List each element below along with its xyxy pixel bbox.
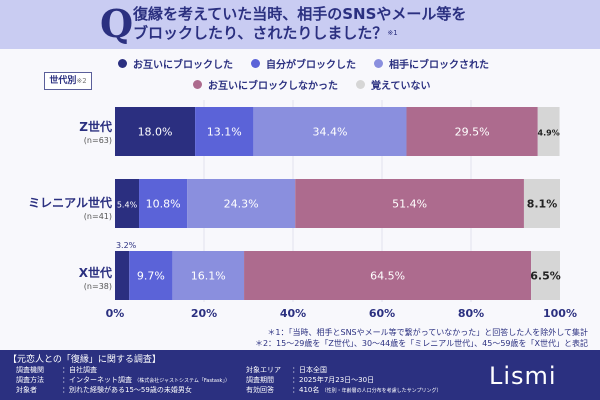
bar-value-label: 13.1%: [207, 126, 242, 139]
info-small: （性別・年齢層の人口分布を考慮したサンプリング）: [321, 388, 442, 394]
bar-value-label: 29.5%: [455, 126, 490, 139]
title-line-1: 復縁を考えていた当時、相手のSNSやメール等を: [133, 5, 467, 23]
bar-value-label: 16.1%: [191, 270, 226, 283]
x-tick-label: 100%: [543, 307, 577, 320]
info-value: ：インターネット調査: [62, 376, 132, 384]
survey-info-line: 対象エリア ：日本全国: [246, 365, 327, 375]
bar-value-label: 8.1%: [527, 198, 558, 211]
bar-value-label: 34.4%: [312, 126, 347, 139]
row-label-z: Z世代 (n=63): [79, 120, 112, 148]
info-value: ：2025年7月23日〜30日: [292, 376, 375, 384]
bar-segment: [187, 179, 296, 228]
lismi-logo: Lismi: [489, 362, 557, 390]
question-title: 復縁を考えていた当時、相手のSNSやメール等を ブロックしたり、されたりしました…: [133, 5, 466, 43]
bar-value-label: 6.5%: [530, 270, 561, 283]
bar-value-label: 3.2%: [116, 241, 137, 250]
row-label-text: ミレニアル世代: [28, 196, 112, 210]
legend-label: 自分がブロックした: [266, 60, 356, 71]
legend-item: 自分がブロックした: [251, 56, 356, 71]
legend-label: お互いにブロックした: [133, 60, 233, 71]
legend-row-1: お互いにブロックした 自分がブロックした 相手にブロックされた: [118, 56, 489, 71]
info-key: 調査方法: [16, 376, 44, 384]
bar-segment: [537, 107, 560, 156]
info-small: （株式会社ジャストシステム「Fastask」）: [134, 378, 230, 384]
info-key: 調査機関: [16, 366, 44, 374]
bar-value-label: 51.4%: [392, 198, 427, 211]
bar-value-label: 5.4%: [117, 201, 138, 210]
legend-swatch-icon: [251, 59, 260, 68]
survey-info-line: 調査機関 ：自社調査: [16, 365, 97, 375]
x-tick-label: 0%: [106, 307, 125, 320]
legend-row-2: お互いにブロックしなかった 覚えていない: [193, 77, 431, 92]
row-label-n: (n=41): [83, 212, 112, 221]
bar-segment: [195, 107, 254, 156]
legend-label: 相手にブロックされた: [389, 60, 489, 71]
generation-note: ※2: [76, 77, 87, 85]
row-label-millennial: ミレニアル世代 (n=41): [28, 196, 112, 224]
survey-info-line: 有効回答 ：410名 （性別・年齢層の人口分布を考慮したサンプリング）: [246, 385, 441, 395]
bar-value-label: 4.9%: [538, 129, 560, 138]
footnote-2: ＊2：15〜29歳を「Z世代」、30〜44歳を「ミレニアル世代」、45〜59歳を…: [254, 339, 588, 348]
x-tick-label: 60%: [369, 307, 395, 320]
info-value: ：自社調査: [62, 366, 97, 374]
title-note: ※1: [387, 29, 398, 37]
bar-value-label: 24.3%: [224, 198, 259, 211]
bar-segment: [115, 251, 130, 300]
bar-segment: [253, 107, 407, 156]
bar-value-label: 64.5%: [370, 270, 405, 283]
x-tick-label: 80%: [458, 307, 484, 320]
legend-item: 相手にブロックされた: [374, 56, 489, 71]
bar-value-label: 18.0%: [138, 126, 173, 139]
survey-info-line: 対象者 ：別れた経験がある15〜59歳の未婚男女: [16, 385, 192, 395]
x-tick-label: 20%: [191, 307, 217, 320]
title-line-2: ブロックしたり、されたりしました？: [133, 24, 388, 42]
header-banner: Q 復縁を考えていた当時、相手のSNSやメール等を ブロックしたり、されたりしま…: [0, 0, 600, 49]
row-label-n: (n=63): [83, 136, 112, 145]
info-value: ：別れた経験がある15〜59歳の未婚男女: [62, 386, 192, 394]
bar-segment: [129, 251, 173, 300]
info-value: ：日本全国: [292, 366, 327, 374]
legend-item: お互いにブロックした: [118, 56, 233, 71]
legend-swatch-icon: [374, 59, 383, 68]
info-key: 調査期間: [246, 376, 274, 384]
q-icon: Q: [100, 1, 134, 46]
bar-value-label: 10.8%: [146, 198, 181, 211]
survey-footer: 【元恋人との「復縁」に関する調査】 調査機関 ：自社調査 調査方法 ：インターネット…: [0, 350, 600, 400]
survey-info-line: 調査期間 ：2025年7月23日〜30日: [246, 375, 374, 385]
bar-segment: [406, 107, 538, 156]
legend-label: 覚えていない: [371, 81, 431, 92]
survey-title: 【元恋人との「復縁」に関する調査】: [8, 355, 161, 365]
generation-label-box: 世代別※2: [44, 72, 92, 90]
bar-segment: [531, 251, 560, 300]
info-value: ：410名: [292, 386, 320, 394]
bar-value-label: 9.7%: [137, 270, 165, 283]
bar-segment: [172, 251, 245, 300]
bar-segment: [244, 251, 532, 300]
row-label-n: (n=38): [83, 282, 112, 291]
row-label-text: X世代: [78, 266, 112, 280]
bar-segment: [115, 179, 140, 228]
legend-swatch-icon: [356, 80, 365, 89]
info-key: 対象者: [16, 386, 37, 394]
legend-swatch-icon: [193, 80, 202, 89]
legend-swatch-icon: [118, 59, 127, 68]
footnote-1: ＊1：「当時、相手とSNSやメール等で繋がっていなかった」と回答した人を除外して…: [267, 328, 588, 337]
row-label-x: X世代 (n=38): [79, 266, 112, 294]
info-key: 対象エリア: [246, 366, 281, 374]
bar-segment: [295, 179, 524, 228]
bar-segment: [115, 107, 196, 156]
row-label-text: Z世代: [79, 120, 112, 134]
generation-label: 世代別: [49, 76, 77, 86]
stacked-bar-chart: 0% 20% 40% 60% 80% 100% 18.0% 13.1% 34.4% 29.5% 4.…: [106, 100, 577, 320]
info-key: 有効回答: [246, 386, 274, 394]
bar-segment: [139, 179, 188, 228]
legend-label: お互いにブロックしなかった: [208, 81, 338, 92]
survey-info-line: 調査方法 ：インターネット調査 （株式会社ジャストシステム「Fastask」）: [16, 375, 230, 385]
legend-item: お互いにブロックしなかった: [193, 77, 338, 92]
bar-segment: [523, 179, 560, 228]
legend-item: 覚えていない: [356, 77, 431, 92]
x-tick-label: 40%: [280, 307, 306, 320]
